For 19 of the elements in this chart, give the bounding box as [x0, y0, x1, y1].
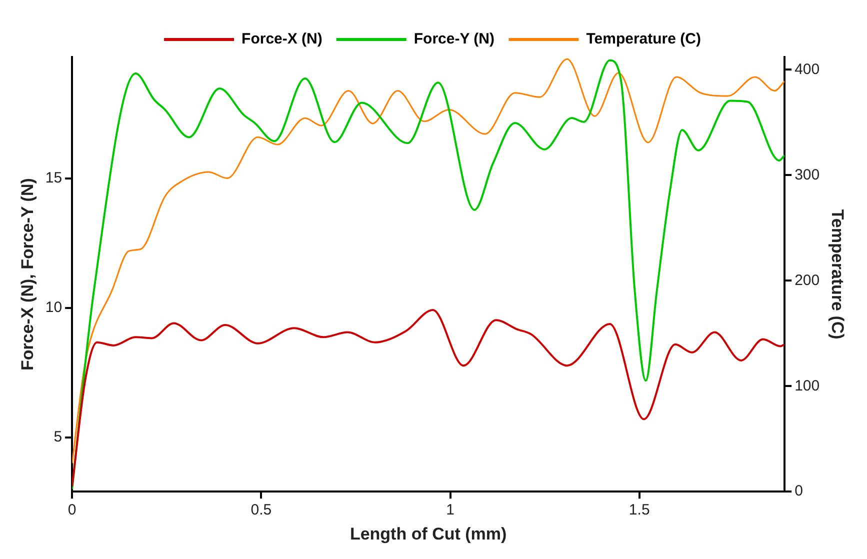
y2-tick-label: 0 — [794, 482, 803, 500]
y2-tick-label: 400 — [794, 60, 820, 78]
y-axis-title: Force-X (N), Force-Y (N) — [18, 178, 37, 370]
y-tick-label: 15 — [45, 170, 62, 187]
line-series — [72, 309, 785, 488]
legend-label: Temperature (C) — [586, 30, 701, 48]
legend-label: Force-Y (N) — [414, 30, 494, 48]
legend-label: Force-X (N) — [242, 30, 322, 48]
x-tick-label: 0 — [68, 502, 76, 519]
y-tick-label: 5 — [54, 428, 62, 446]
y-tick-label: 10 — [45, 299, 62, 316]
y2-axis-title: Temperature (C) — [828, 209, 848, 340]
x-tick-label: 1 — [446, 502, 454, 519]
y2-tick-label: 100 — [794, 377, 820, 394]
x-tick-label: 1.5 — [628, 502, 650, 519]
y2-tick-label: 300 — [794, 166, 820, 184]
y2-tick-label: 200 — [794, 272, 820, 289]
x-tick-label: 0.5 — [250, 502, 272, 519]
x-axis-title: Length of Cut (mm) — [350, 524, 507, 544]
